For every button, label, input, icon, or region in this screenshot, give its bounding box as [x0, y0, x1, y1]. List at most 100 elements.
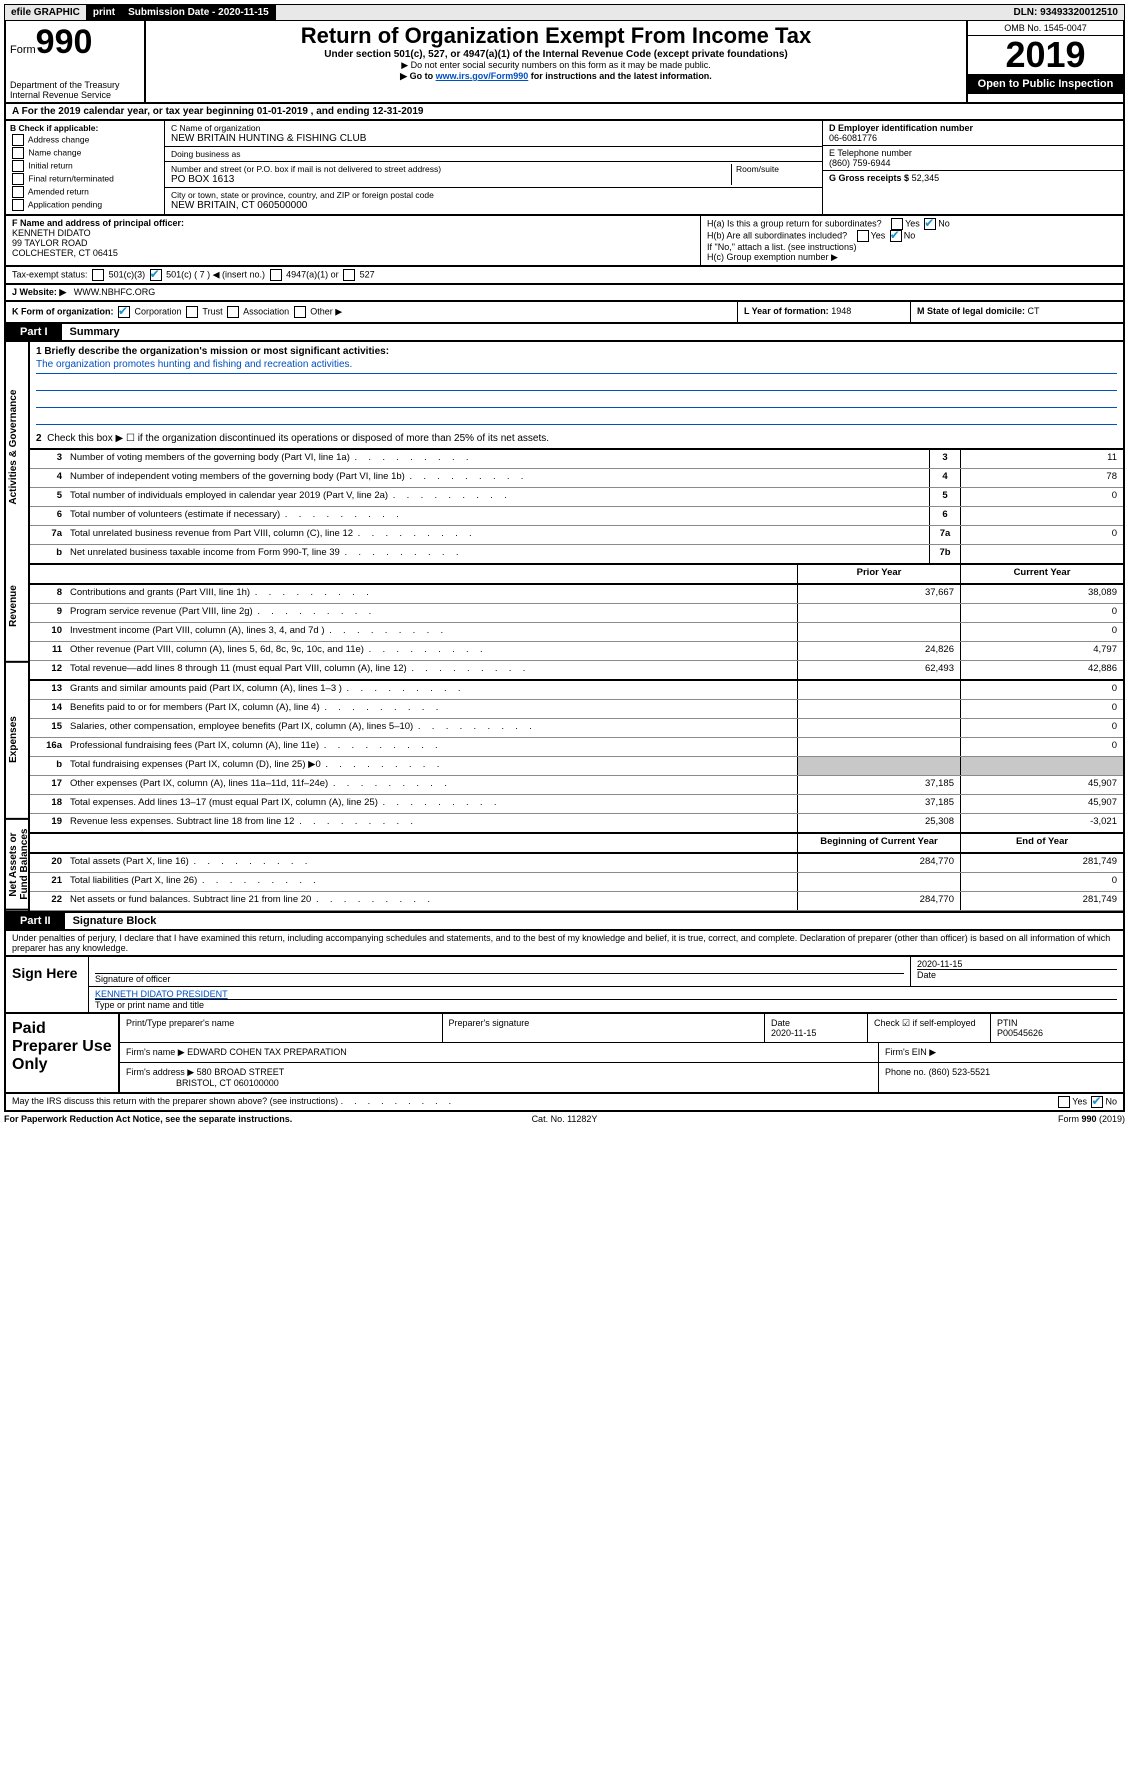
table-row: 9 Program service revenue (Part VIII, li…: [30, 604, 1123, 623]
firm-ein-label: Firm's EIN ▶: [879, 1043, 1123, 1062]
self-employed: Check ☑ if self-employed: [868, 1014, 991, 1042]
table-row: 21 Total liabilities (Part X, line 26) 0: [30, 873, 1123, 892]
part1-tag: Part I: [6, 324, 62, 340]
check-name-change[interactable]: Name change: [10, 147, 160, 159]
sig-officer-label: Signature of officer: [95, 973, 904, 984]
website-row: J Website: ▶ WWW.NBHFC.ORG: [4, 285, 1125, 302]
table-row: 8 Contributions and grants (Part VIII, l…: [30, 585, 1123, 604]
dba-label: Doing business as: [171, 149, 816, 159]
city-state-zip: NEW BRITAIN, CT 060500000: [171, 200, 816, 211]
phone: (860) 759-6944: [829, 158, 1117, 168]
form-number: Form990: [10, 23, 140, 62]
h-b-note: If "No," attach a list. (see instruction…: [707, 242, 1117, 252]
h-c: H(c) Group exemption number ▶: [707, 252, 1117, 263]
ptin: P00545626: [997, 1028, 1043, 1038]
table-row: 14 Benefits paid to or for members (Part…: [30, 700, 1123, 719]
side-rev: Revenue: [6, 552, 28, 663]
row-a: A For the 2019 calendar year, or tax yea…: [4, 104, 1125, 121]
e-phone-label: E Telephone number: [829, 148, 1117, 158]
top-bar: efile GRAPHIC print Submission Date - 20…: [4, 4, 1125, 21]
col-header-2: Beginning of Current Year End of Year: [30, 834, 1123, 854]
mission-text: The organization promotes hunting and fi…: [36, 359, 1117, 374]
form-title: Return of Organization Exempt From Incom…: [152, 23, 960, 49]
tax-status-row: Tax-exempt status: 501(c)(3) 501(c) ( 7 …: [4, 267, 1125, 285]
dept-treasury: Department of the Treasury: [10, 80, 140, 90]
firm-name: EDWARD COHEN TAX PREPARATION: [187, 1047, 347, 1057]
table-row: 7a Total unrelated business revenue from…: [30, 526, 1123, 545]
h-b: H(b) Are all subordinates included? Yes …: [707, 230, 1117, 242]
efile-label: efile GRAPHIC: [5, 5, 87, 20]
table-row: 6 Total number of volunteers (estimate i…: [30, 507, 1123, 526]
mission-label: 1 Briefly describe the organization's mi…: [36, 346, 1117, 357]
ein: 06-6081776: [829, 133, 1117, 143]
g-label: G Gross receipts $: [829, 173, 909, 183]
c-name-label: C Name of organization: [171, 123, 816, 133]
firm-phone: (860) 523-5521: [929, 1067, 991, 1077]
table-row: b Total fundraising expenses (Part IX, c…: [30, 757, 1123, 776]
check-initial-return[interactable]: Initial return: [10, 160, 160, 172]
part1-header: Part I Summary: [4, 324, 1125, 342]
row-f-h: F Name and address of principal officer:…: [4, 216, 1125, 267]
print-button[interactable]: print: [87, 5, 122, 20]
paid-label: Paid Preparer Use Only: [6, 1014, 120, 1092]
form-subtitle: Under section 501(c), 527, or 4947(a)(1)…: [152, 49, 960, 60]
check-amended[interactable]: Amended return: [10, 186, 160, 198]
table-row: 17 Other expenses (Part IX, column (A), …: [30, 776, 1123, 795]
org-name: NEW BRITAIN HUNTING & FISHING CLUB: [171, 133, 816, 144]
open-public-badge: Open to Public Inspection: [968, 74, 1123, 94]
line-2: 2 Check this box ▶ ☐ if the organization…: [36, 433, 1117, 444]
irs-label: Internal Revenue Service: [10, 90, 140, 100]
h-a: H(a) Is this a group return for subordin…: [707, 218, 1117, 230]
table-row: 12 Total revenue—add lines 8 through 11 …: [30, 661, 1123, 681]
table-row: b Net unrelated business taxable income …: [30, 545, 1123, 565]
part2-title: Signature Block: [65, 913, 165, 929]
officer-street: 99 TAYLOR ROAD: [12, 238, 694, 248]
gross-receipts: 52,345: [912, 173, 940, 183]
form-header: Form990 Department of the Treasury Inter…: [4, 21, 1125, 104]
table-row: 20 Total assets (Part X, line 16) 284,77…: [30, 854, 1123, 873]
perjury-statement: Under penalties of perjury, I declare th…: [4, 931, 1125, 957]
dln: DLN: 93493320012510: [1007, 5, 1124, 20]
col-header-1: Prior Year Current Year: [30, 565, 1123, 585]
block-b-through-g: B Check if applicable: Address change Na…: [4, 121, 1125, 216]
website: WWW.NBHFC.ORG: [74, 287, 156, 297]
form-foot: Form 990 (2019): [751, 1114, 1125, 1124]
table-row: 22 Net assets or fund balances. Subtract…: [30, 892, 1123, 911]
table-row: 3 Number of voting members of the govern…: [30, 450, 1123, 469]
date-label: Date: [917, 969, 1117, 980]
part2-tag: Part II: [6, 913, 65, 929]
part2-header: Part II Signature Block: [4, 913, 1125, 931]
side-exp: Expenses: [6, 662, 28, 820]
paid-preparer-block: Paid Preparer Use Only Print/Type prepar…: [4, 1014, 1125, 1094]
b-label: B Check if applicable:: [10, 123, 160, 133]
officer-name: KENNETH DIDATO: [12, 228, 694, 238]
table-row: 15 Salaries, other compensation, employe…: [30, 719, 1123, 738]
discuss-row: May the IRS discuss this return with the…: [4, 1094, 1125, 1112]
table-row: 11 Other revenue (Part VIII, column (A),…: [30, 642, 1123, 661]
firm-address: 580 BROAD STREET: [197, 1067, 285, 1077]
tax-year: 2019: [968, 36, 1123, 74]
table-row: 10 Investment income (Part VIII, column …: [30, 623, 1123, 642]
sign-here-label: Sign Here: [6, 957, 89, 1012]
room-label: Room/suite: [736, 164, 816, 174]
part1-title: Summary: [62, 324, 128, 340]
type-name-label: Type or print name and title: [95, 999, 1117, 1010]
klm-row: K Form of organization: Corporation Trus…: [4, 302, 1125, 324]
summary-table: Activities & Governance Revenue Expenses…: [4, 342, 1125, 913]
table-row: 18 Total expenses. Add lines 13–17 (must…: [30, 795, 1123, 814]
side-gov: Activities & Governance: [6, 342, 28, 552]
d-ein-label: D Employer identification number: [829, 123, 1117, 133]
ssn-note: ▶ Do not enter social security numbers o…: [152, 60, 960, 71]
check-app-pending[interactable]: Application pending: [10, 199, 160, 211]
footer: For Paperwork Reduction Act Notice, see …: [4, 1112, 1125, 1126]
f-label: F Name and address of principal officer:: [12, 218, 694, 228]
officer-city: COLCHESTER, CT 06415: [12, 248, 694, 258]
check-address-change[interactable]: Address change: [10, 134, 160, 146]
table-row: 13 Grants and similar amounts paid (Part…: [30, 681, 1123, 700]
check-final-return[interactable]: Final return/terminated: [10, 173, 160, 185]
city-label: City or town, state or province, country…: [171, 190, 816, 200]
goto-note: ▶ Go to www.irs.gov/Form990 for instruct…: [152, 71, 960, 82]
table-row: 4 Number of independent voting members o…: [30, 469, 1123, 488]
submission-date: Submission Date - 2020-11-15: [122, 5, 276, 20]
irs-link[interactable]: www.irs.gov/Form990: [436, 71, 529, 81]
